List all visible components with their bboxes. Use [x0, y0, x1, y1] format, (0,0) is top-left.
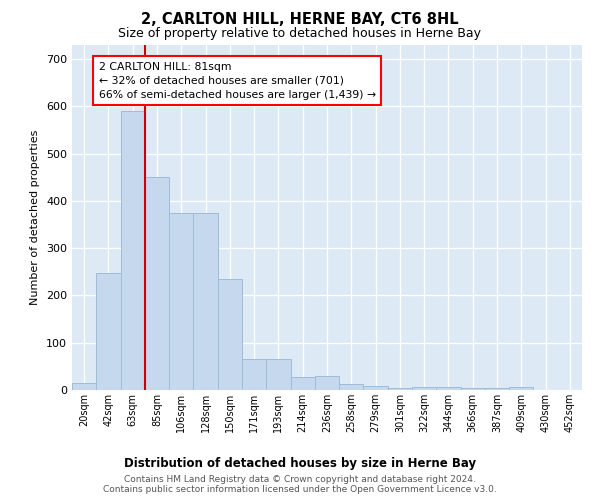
Bar	[145, 178, 169, 390]
Bar	[315, 376, 339, 390]
Bar	[509, 386, 533, 390]
Text: Contains HM Land Registry data © Crown copyright and database right 2024.
Contai: Contains HM Land Registry data © Crown c…	[103, 474, 497, 494]
Bar	[242, 360, 266, 390]
Bar	[339, 384, 364, 390]
Text: Size of property relative to detached houses in Herne Bay: Size of property relative to detached ho…	[119, 28, 482, 40]
Bar	[96, 273, 121, 390]
Bar	[72, 383, 96, 390]
Bar	[461, 388, 485, 390]
Bar	[436, 386, 461, 390]
Bar	[412, 386, 436, 390]
Bar	[364, 386, 388, 390]
Text: 2, CARLTON HILL, HERNE BAY, CT6 8HL: 2, CARLTON HILL, HERNE BAY, CT6 8HL	[141, 12, 459, 28]
Bar	[290, 377, 315, 390]
Bar	[485, 388, 509, 390]
Text: 2 CARLTON HILL: 81sqm
← 32% of detached houses are smaller (701)
66% of semi-det: 2 CARLTON HILL: 81sqm ← 32% of detached …	[99, 62, 376, 100]
Text: Distribution of detached houses by size in Herne Bay: Distribution of detached houses by size …	[124, 458, 476, 470]
Bar	[121, 111, 145, 390]
Bar	[218, 279, 242, 390]
Bar	[169, 213, 193, 390]
Bar	[193, 213, 218, 390]
Bar	[266, 360, 290, 390]
Y-axis label: Number of detached properties: Number of detached properties	[31, 130, 40, 305]
Bar	[388, 388, 412, 390]
